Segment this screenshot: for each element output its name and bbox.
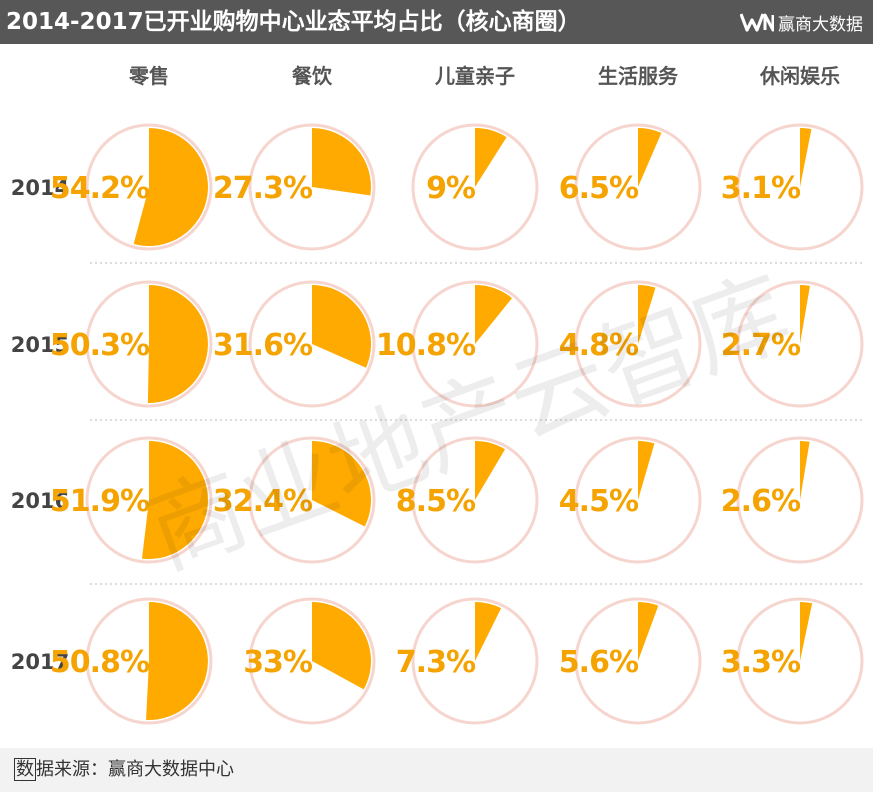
value-label: 51.9% xyxy=(50,484,150,519)
header-bar: 2014-2017已开业购物中心业态平均占比（核心商圈） 赢商大数据 xyxy=(0,0,873,44)
pie-slice xyxy=(475,285,513,344)
year-label: 2017 xyxy=(11,650,69,674)
value-label: 5.6% xyxy=(559,645,639,680)
pie-slice xyxy=(133,128,208,246)
value-label: 54.2% xyxy=(50,171,150,206)
footer: 数据来源：赢商大数据中心 xyxy=(0,748,873,792)
pie-slice xyxy=(475,441,506,500)
brand: 赢商大数据 xyxy=(740,0,863,44)
pie-slice xyxy=(800,285,810,344)
source-note: 数据来源：赢商大数据中心 xyxy=(14,748,234,792)
value-label: 9% xyxy=(426,171,476,206)
pie-slice xyxy=(312,285,372,368)
value-label: 4.8% xyxy=(559,328,639,363)
value-label: 8.5% xyxy=(396,484,476,519)
value-label: 6.5% xyxy=(559,171,639,206)
value-label: 32.4% xyxy=(213,484,313,519)
source-mark: 数 xyxy=(14,758,36,781)
pie-slice xyxy=(638,285,656,344)
value-label: 2.7% xyxy=(721,328,801,363)
value-label: 27.3% xyxy=(213,171,313,206)
value-label: 50.8% xyxy=(50,645,150,680)
value-label: 50.3% xyxy=(50,328,150,363)
pie-slice xyxy=(147,285,208,404)
pie-slice xyxy=(475,602,502,661)
pie-slice xyxy=(638,128,662,187)
pie-slice xyxy=(800,128,812,187)
pie-slice xyxy=(638,602,659,661)
year-label: 2014 xyxy=(11,176,69,200)
year-label: 2016 xyxy=(11,489,69,513)
year-label: 2015 xyxy=(11,333,69,357)
value-label: 3.1% xyxy=(721,171,801,206)
column-header: 零售 xyxy=(128,64,169,88)
value-label: 2.6% xyxy=(721,484,801,519)
column-header: 生活服务 xyxy=(598,64,679,88)
value-label: 4.5% xyxy=(559,484,639,519)
pie-slice xyxy=(800,441,810,500)
pie-slice xyxy=(475,128,507,187)
page-title: 2014-2017已开业购物中心业态平均占比（核心商圈） xyxy=(6,9,581,35)
pie-slice xyxy=(638,441,655,500)
column-header: 休闲娱乐 xyxy=(759,64,840,88)
column-header: 餐饮 xyxy=(292,64,333,88)
brand-name: 赢商大数据 xyxy=(778,14,863,35)
brand-logo-icon xyxy=(740,13,774,32)
pie-slice xyxy=(312,602,371,690)
value-label: 33% xyxy=(243,645,313,680)
pie-slice xyxy=(800,601,813,661)
value-label: 10.8% xyxy=(376,328,476,363)
pie-slice xyxy=(146,602,208,720)
pie-slice xyxy=(312,441,372,527)
source-text: 据来源：赢商大数据中心 xyxy=(36,759,234,780)
value-label: 7.3% xyxy=(396,645,476,680)
column-header: 儿童亲子 xyxy=(434,64,515,88)
pie-slice xyxy=(141,441,208,559)
value-label: 3.3% xyxy=(721,645,801,680)
pie-slice xyxy=(312,128,371,196)
value-label: 31.6% xyxy=(213,328,313,363)
